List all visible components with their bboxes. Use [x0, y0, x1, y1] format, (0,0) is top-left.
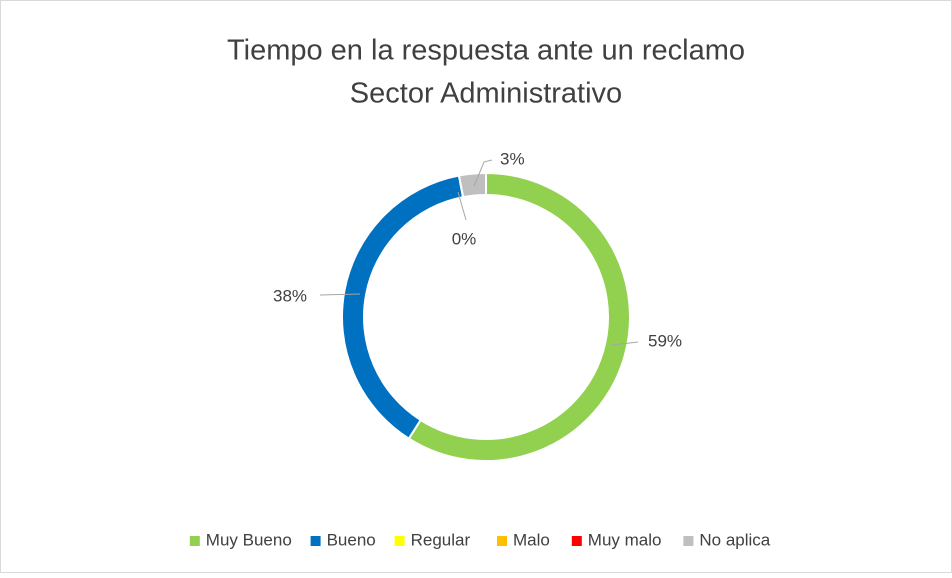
legend-label: Malo [513, 530, 550, 549]
leader-line [473, 159, 493, 187]
legend-label: Muy malo [588, 530, 662, 549]
chart-title: Tiempo en la respuesta ante un reclamo [227, 35, 745, 67]
legend-label: Bueno [327, 530, 376, 549]
legend-label: Muy Bueno [206, 530, 292, 549]
doughnut-segment [457, 171, 487, 199]
data-label: 38% [273, 286, 307, 305]
chart-subtitle: Sector Administrativo [350, 78, 622, 110]
leader-line [319, 293, 361, 296]
leader-line [611, 341, 639, 346]
legend-swatch [189, 536, 200, 546]
legend-label: No aplica [699, 530, 770, 549]
data-label: 3% [500, 149, 525, 168]
legend-swatch [394, 536, 405, 546]
data-label: 59% [648, 331, 682, 350]
legend-swatch [683, 536, 694, 546]
leader-line [457, 191, 467, 221]
legend-label: Regular [411, 530, 471, 549]
legend-swatch [310, 536, 321, 546]
legend-swatch [497, 536, 507, 546]
legend-swatch [571, 536, 582, 546]
data-label: 0% [452, 229, 477, 248]
